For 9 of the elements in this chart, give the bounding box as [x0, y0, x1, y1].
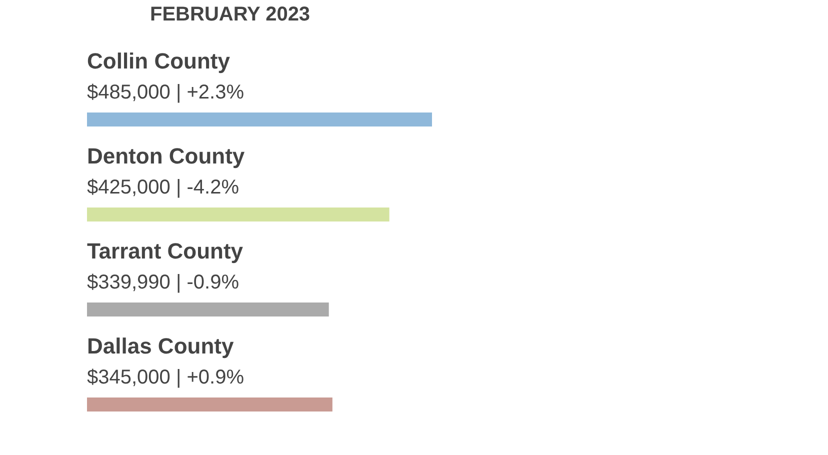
chart-title: FEBRUARY 2023 [150, 4, 310, 26]
data-label: $485,000 | +2.3% [87, 82, 244, 104]
y-tick-label: Tarrant County [87, 238, 244, 264]
data-label: $339,990 | -0.9% [87, 272, 240, 294]
data-label: $425,000 | -4.2% [87, 176, 240, 198]
y-tick-label: Dallas County [87, 334, 234, 358]
y-tick-label: Denton County [87, 144, 246, 168]
y-tick-label: Collin County [87, 48, 231, 74]
data-label: $345,000 | +0.9% [87, 366, 244, 388]
